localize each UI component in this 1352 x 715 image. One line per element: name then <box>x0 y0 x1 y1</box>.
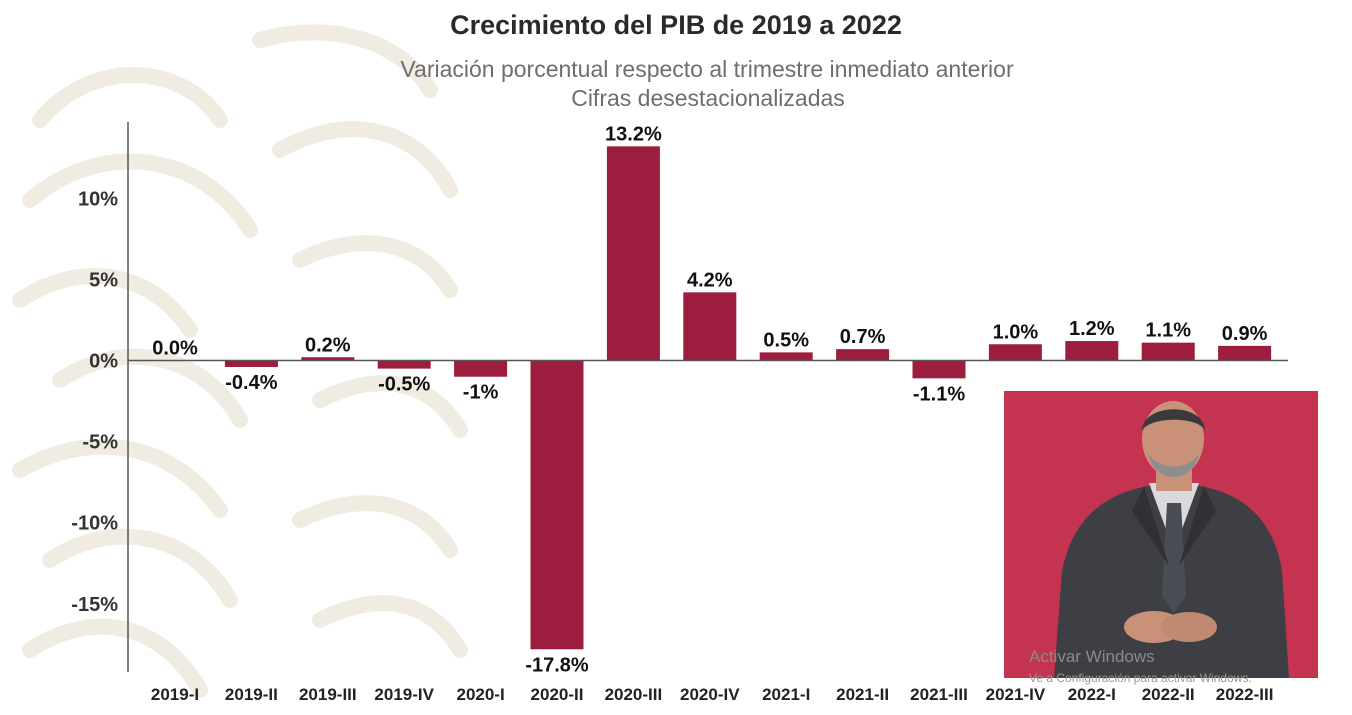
bar-2022-I <box>1065 341 1119 361</box>
x-tick-label: 2022-III <box>1216 685 1274 704</box>
bar-2022-III <box>1218 345 1272 361</box>
y-tick-label: -15% <box>71 594 118 616</box>
interpreter-illustration <box>1004 391 1318 678</box>
bar-2021-I <box>759 352 813 361</box>
x-tick-label: 2019-III <box>299 685 357 704</box>
bar-2020-III <box>606 146 660 361</box>
data-label: 1.0% <box>993 321 1039 343</box>
x-tick-label: 2021-I <box>762 685 810 704</box>
bar-2020-II <box>530 360 584 650</box>
chart-subtitle-line-1: Variación porcentual respecto al trimest… <box>400 56 1014 82</box>
data-label: -1.1% <box>913 383 965 405</box>
bar-2019-IV <box>377 360 431 369</box>
data-label: 0.5% <box>763 329 809 351</box>
y-tick-label: 0% <box>89 350 118 372</box>
bar-2021-II <box>836 349 890 361</box>
y-tick-label: -5% <box>82 432 118 454</box>
x-tick-label: 2020-IV <box>680 685 740 704</box>
windows-activation-title: Activar Windows <box>1029 647 1155 666</box>
data-label: 4.2% <box>687 269 733 291</box>
bar-2021-III <box>912 360 966 379</box>
x-tick-label: 2021-II <box>836 685 889 704</box>
x-tick-label: 2019-II <box>225 685 278 704</box>
data-label: 1.2% <box>1069 318 1115 340</box>
bar-2020-I <box>454 360 508 377</box>
chart-subtitle-line-2: Cifras desestacionalizadas <box>571 85 845 111</box>
x-tick-label: 2021-III <box>910 685 968 704</box>
y-tick-label: 5% <box>89 269 118 291</box>
chart-title: Crecimiento del PIB de 2019 a 2022 <box>450 10 902 40</box>
x-tick-label: 2019-I <box>151 685 199 704</box>
windows-activation-text: Ve a Configuración para activar Windows. <box>1029 671 1252 685</box>
bar-2019-II <box>224 360 278 367</box>
x-tick-label: 2019-IV <box>374 685 434 704</box>
sign-language-interpreter-video <box>1004 391 1318 678</box>
data-label: -17.8% <box>525 654 589 676</box>
data-label: 0.0% <box>152 337 198 359</box>
bar-2020-IV <box>683 292 737 361</box>
x-tick-label: 2020-II <box>531 685 584 704</box>
data-label: 0.9% <box>1222 323 1268 345</box>
bar-2019-III <box>301 357 355 361</box>
x-tick-label: 2022-II <box>1142 685 1195 704</box>
data-label: 13.2% <box>605 123 662 145</box>
data-label: -0.5% <box>378 374 430 396</box>
data-label: 0.2% <box>305 334 351 356</box>
data-label: -1% <box>463 382 499 404</box>
y-tick-label: 10% <box>78 188 118 210</box>
x-tick-label: 2021-IV <box>986 685 1046 704</box>
data-label: -0.4% <box>225 372 277 394</box>
data-label: 0.7% <box>840 326 886 348</box>
x-tick-label: 2020-III <box>605 685 663 704</box>
bar-2021-IV <box>988 344 1042 361</box>
x-tick-label: 2022-I <box>1068 685 1116 704</box>
x-tick-label: 2020-I <box>456 685 504 704</box>
y-tick-label: -10% <box>71 513 118 535</box>
data-label: 1.1% <box>1145 320 1191 342</box>
bar-2022-II <box>1141 342 1195 361</box>
